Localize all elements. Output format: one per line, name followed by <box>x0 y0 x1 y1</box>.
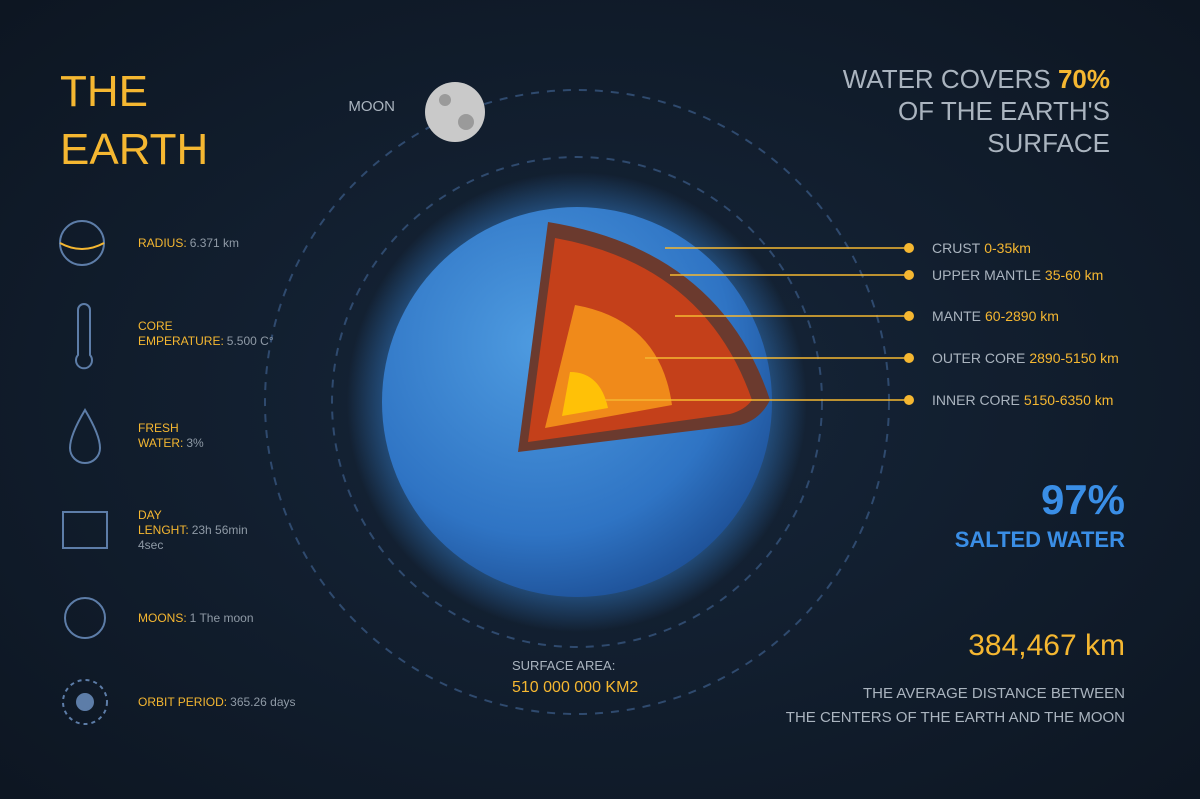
fact-line: DAY <box>138 508 162 522</box>
layer-line: OUTER CORE 2890-5150 km <box>932 350 1119 366</box>
fact-value: 4sec <box>138 538 163 552</box>
fact-value: 6.371 km <box>190 236 239 250</box>
inner-orbit <box>331 156 823 648</box>
water-line: WATER COVERS 70% <box>843 64 1110 94</box>
fact-line: FRESH <box>138 421 179 435</box>
fact-label: WATER: <box>138 436 183 450</box>
layer-name: CRUST <box>932 240 981 256</box>
fact-label: ORBIT PERIOD: <box>138 695 227 709</box>
pointer-dot <box>904 353 914 363</box>
layer-range: 0-35km <box>984 240 1031 256</box>
layer-name: OUTER CORE <box>932 350 1025 366</box>
surface-label: SURFACE AREA: <box>512 658 615 673</box>
fact-label: EMPERATURE: <box>138 334 224 348</box>
water-highlight: 70% <box>1058 64 1110 94</box>
fact-line: ORBIT PERIOD: 365.26 days <box>138 695 296 709</box>
radius-icon-line <box>59 242 105 250</box>
fact-value: 1 The moon <box>190 611 254 625</box>
moon-orbit <box>264 89 890 715</box>
fact-line: LENGHT: 23h 56min <box>138 523 248 537</box>
moon <box>425 82 485 142</box>
layer-line: INNER CORE 5150-6350 km <box>932 392 1113 408</box>
layer-line: UPPER MANTLE 35-60 km <box>932 267 1103 283</box>
fact-label: LENGHT: <box>138 523 189 537</box>
distance-value: 384,467 km <box>968 629 1125 662</box>
layer-name: UPPER MANTLE <box>932 267 1041 283</box>
thermometer-icon <box>75 303 93 370</box>
layer-name: INNER CORE <box>932 392 1020 408</box>
moons-icon <box>64 597 106 639</box>
layer-pointers <box>605 247 909 401</box>
fact-line: CORE <box>138 319 173 333</box>
fact-line: WATER: 3% <box>138 436 204 450</box>
fact-line: RADIUS: 6.371 km <box>138 236 239 250</box>
water-lead: WATER COVERS <box>843 64 1051 94</box>
orbit-icon <box>62 679 108 725</box>
pointer-dots <box>904 243 914 405</box>
moon-crater <box>458 114 474 130</box>
fact-value: 3% <box>186 436 204 450</box>
salted-value: 97% <box>1041 476 1125 523</box>
fact-label: MOONS: <box>138 611 187 625</box>
title-line: THE <box>60 67 148 116</box>
calendar-icon <box>62 511 108 549</box>
moon-crater <box>439 94 451 106</box>
distance-caption: THE AVERAGE DISTANCE BETWEEN <box>863 685 1125 702</box>
fact-line: MOONS: 1 The moon <box>138 611 254 625</box>
layer-line: MANTE 60-2890 km <box>932 308 1059 324</box>
fact-icons <box>59 220 108 725</box>
layer-range: 5150-6350 km <box>1024 392 1114 408</box>
distance-caption: THE CENTERS OF THE EARTH AND THE MOON <box>786 709 1125 726</box>
inner-core <box>562 372 608 416</box>
layer-range: 60-2890 km <box>985 308 1059 324</box>
pointer-dot <box>904 243 914 253</box>
orbit-icon-planet <box>76 693 94 711</box>
layer-range: 35-60 km <box>1045 267 1103 283</box>
layer-line: CRUST 0-35km <box>932 240 1031 256</box>
fact-label: RADIUS: <box>138 236 187 250</box>
pointer-dot <box>904 270 914 280</box>
layer-range: 2890-5150 km <box>1029 350 1119 366</box>
layer-name: MANTE <box>932 308 981 324</box>
fact-value: 5.500 C° <box>227 334 274 348</box>
surface-value: 510 000 000 KM2 <box>512 679 638 696</box>
fact-value: 23h 56min <box>192 523 248 537</box>
title-line: EARTH <box>60 125 208 174</box>
fact-line: EMPERATURE: 5.500 C° <box>138 334 274 348</box>
fact-label: CORE <box>138 319 173 333</box>
salted-label: SALTED WATER <box>955 527 1125 552</box>
fact-label: DAY <box>138 508 162 522</box>
drop-icon <box>68 408 102 464</box>
fact-label: FRESH <box>138 421 179 435</box>
water-line: OF THE EARTH'S <box>898 96 1110 126</box>
layers: CRUST 0-35km UPPER MANTLE 35-60 km MANTE 60-2… <box>932 240 1119 408</box>
pointer-dot <box>904 395 914 405</box>
pointer-dot <box>904 311 914 321</box>
fact-value: 365.26 days <box>230 695 295 709</box>
water-line: SURFACE <box>987 128 1110 158</box>
moon-label: MOON <box>348 98 395 115</box>
